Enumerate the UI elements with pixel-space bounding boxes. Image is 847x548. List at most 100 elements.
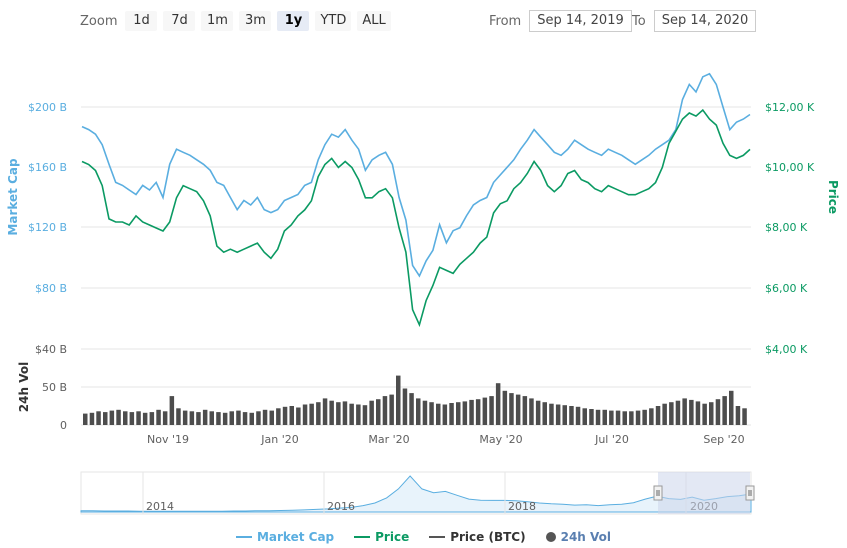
volume-bar <box>709 402 714 425</box>
legend-market-cap-label: Market Cap <box>256 530 335 544</box>
volume-bar <box>562 405 567 425</box>
volume-bar <box>502 390 508 425</box>
volume-bar <box>715 399 721 425</box>
volume-bar <box>362 405 368 425</box>
volume-bar <box>316 402 321 425</box>
zoom-1d-button[interactable]: 1d <box>125 11 158 31</box>
legend-24h-vol-label: 24h Vol <box>560 530 612 544</box>
volume-bar <box>116 409 121 425</box>
market-cap-line <box>81 72 751 278</box>
volume-bar <box>182 410 188 425</box>
zoom-1y-button[interactable]: 1y <box>277 11 310 31</box>
legend-24h-vol[interactable]: 24h Vol <box>545 530 612 544</box>
zoom-7d-button[interactable]: 7d <box>163 11 196 31</box>
volume-bar <box>729 390 734 425</box>
navigator-right-handle[interactable] <box>745 485 755 501</box>
y-left-tick-120: $120 B <box>28 221 67 234</box>
zoom-all-button[interactable]: ALL <box>357 11 391 31</box>
price-line <box>81 108 751 328</box>
volume-bar <box>109 410 115 425</box>
volume-bar <box>635 410 641 425</box>
vol-tick-50: 50 B <box>42 381 67 394</box>
navigator-left-handle[interactable] <box>653 485 663 501</box>
volume-bar <box>416 398 421 425</box>
from-date-input[interactable]: Sep 14, 2019 <box>529 10 632 32</box>
x-tick-nov19: Nov '19 <box>147 433 189 446</box>
volume-bar <box>123 411 128 425</box>
volume-bar <box>289 406 294 425</box>
volume-bar <box>409 393 414 425</box>
zoom-label: Zoom <box>80 13 118 29</box>
volume-bar <box>489 396 494 425</box>
volume-bar <box>296 407 301 425</box>
volume-bar <box>216 412 221 425</box>
zoom-ytd-button[interactable]: YTD <box>315 11 352 31</box>
volume-bar <box>422 400 428 425</box>
to-label: To <box>632 13 646 29</box>
volume-bar <box>475 399 481 425</box>
volume-bar <box>89 412 95 425</box>
volume-bar <box>189 411 195 425</box>
volume-bar <box>96 411 101 425</box>
volume-bar <box>342 401 348 425</box>
volume-bar <box>329 400 334 425</box>
volume-bar <box>282 406 288 425</box>
volume-bar <box>309 403 314 425</box>
volume-bars <box>83 375 747 425</box>
volume-bar <box>156 409 161 425</box>
volume-bar <box>356 404 361 425</box>
volume-bar <box>535 400 541 425</box>
volume-bar <box>675 400 681 425</box>
volume-bar <box>589 409 594 425</box>
legend-line-icon <box>429 536 446 538</box>
y-right-tick-10k: $10,00 K <box>765 161 815 174</box>
volume-bar <box>722 396 727 425</box>
volume-bar <box>209 411 214 425</box>
volume-bar <box>249 412 254 425</box>
volume-bar <box>149 412 155 425</box>
from-range: From Sep 14, 2019 <box>489 10 632 32</box>
y-right-tick-6k: $6,00 K <box>765 282 808 295</box>
legend-price-btc-label: Price (BTC) <box>450 530 526 544</box>
volume-bar <box>136 411 141 425</box>
volume-bar <box>103 412 108 425</box>
vol-tick-40: $40 B <box>35 343 67 356</box>
volume-bar <box>456 402 461 425</box>
legend-price-btc[interactable]: Price (BTC) <box>429 530 526 544</box>
volume-bar <box>515 394 521 425</box>
volume-bar <box>396 375 401 425</box>
zoom-1m-button[interactable]: 1m <box>201 11 234 31</box>
volume-bar <box>669 402 674 425</box>
x-tick-mar20: Mar '20 <box>368 433 409 446</box>
volume-bar <box>469 399 474 425</box>
legend-price[interactable]: Price <box>354 530 409 544</box>
legend-price-label: Price <box>375 530 410 544</box>
volume-bar <box>495 383 501 425</box>
y-left-title: Market Cap <box>6 158 20 236</box>
volume-bar <box>242 412 248 425</box>
volume-bar <box>83 413 88 425</box>
market-chart: $200 B $160 B $120 B $80 B $12,00 K $10,… <box>6 72 840 515</box>
volume-bar <box>162 411 168 425</box>
volume-bar <box>276 408 281 425</box>
volume-bar <box>196 412 201 425</box>
volume-bar <box>236 410 241 425</box>
volume-bar <box>682 398 687 425</box>
to-date-input[interactable]: Sep 14, 2020 <box>653 10 757 32</box>
volume-bar <box>742 408 747 425</box>
volume-bar <box>302 404 308 425</box>
volume-bar <box>575 406 581 425</box>
volume-bar <box>129 412 135 425</box>
legend-market-cap[interactable]: Market Cap <box>235 530 335 544</box>
volume-bar <box>522 396 528 425</box>
nav-year-2016: 2016 <box>327 500 355 513</box>
volume-bar <box>336 402 341 425</box>
volume-bar <box>662 403 667 425</box>
navigator-selection[interactable] <box>658 472 750 514</box>
volume-bar <box>169 396 175 425</box>
zoom-3m-button[interactable]: 3m <box>239 11 272 31</box>
volume-bar <box>555 404 561 425</box>
volume-bar <box>142 412 148 425</box>
x-tick-sep20: Sep '20 <box>703 433 744 446</box>
volume-bar <box>569 406 574 425</box>
